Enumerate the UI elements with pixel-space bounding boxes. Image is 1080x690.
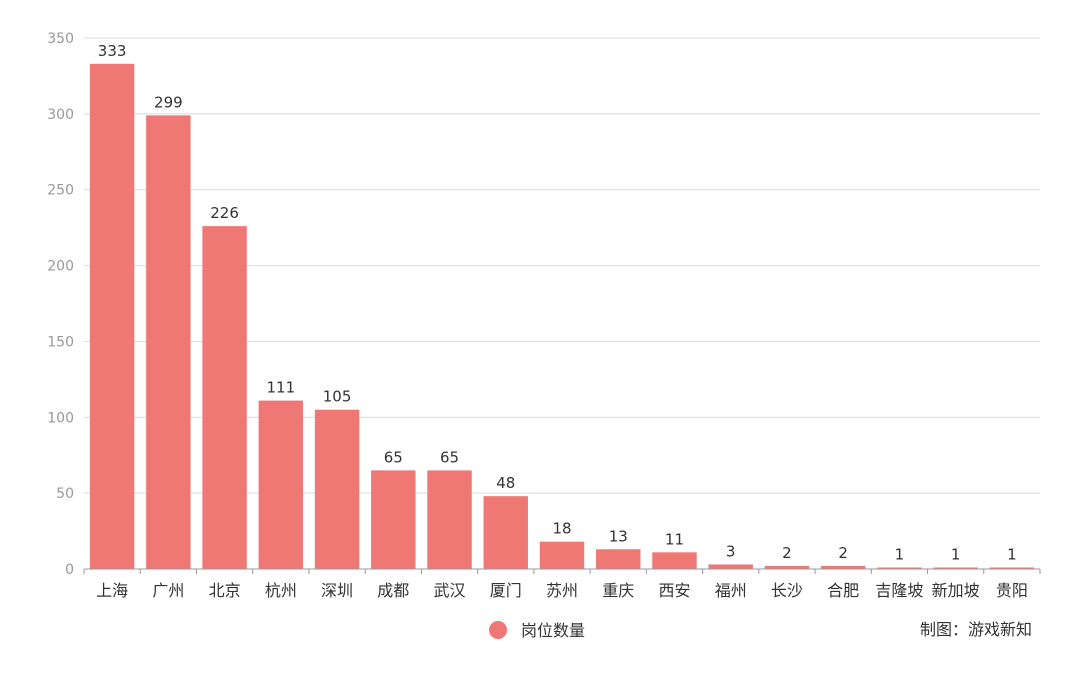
bar[interactable] <box>764 565 810 569</box>
legend-label: 岗位数量 <box>521 621 585 640</box>
chart-credit: 制图：游戏新知 <box>920 620 1032 639</box>
x-tick-label: 西安 <box>658 581 690 600</box>
x-tick-label: 贵阳 <box>996 581 1028 600</box>
data-label: 2 <box>782 544 792 562</box>
x-tick-label: 长沙 <box>771 581 803 600</box>
data-label: 11 <box>665 530 684 548</box>
data-label: 299 <box>154 93 183 111</box>
data-label: 2 <box>838 544 848 562</box>
y-tick-label: 250 <box>47 183 74 199</box>
x-tick-label: 福州 <box>715 581 747 600</box>
bar[interactable] <box>933 567 978 569</box>
bar[interactable] <box>708 564 753 569</box>
data-label: 48 <box>496 474 515 492</box>
bar[interactable] <box>483 496 528 569</box>
bar[interactable] <box>202 226 247 569</box>
x-tick-label: 上海 <box>96 581 128 600</box>
data-label: 65 <box>384 448 403 466</box>
bar[interactable] <box>89 63 135 569</box>
y-tick-label: 350 <box>47 31 74 47</box>
bar[interactable] <box>427 470 472 569</box>
bar[interactable] <box>989 567 1035 569</box>
x-tick-label: 厦门 <box>490 581 522 600</box>
bar[interactable] <box>596 549 641 569</box>
data-label: 3 <box>726 542 736 560</box>
x-tick-label: 广州 <box>152 581 184 600</box>
legend-swatch-icon <box>489 621 507 639</box>
bars <box>89 63 1035 570</box>
bar[interactable] <box>258 400 304 569</box>
data-label: 105 <box>323 388 352 406</box>
data-label: 111 <box>267 379 296 397</box>
x-tick-label: 合肥 <box>827 581 859 600</box>
x-tick-label: 重庆 <box>602 581 634 600</box>
data-label: 226 <box>210 204 239 222</box>
data-label: 1 <box>895 545 905 563</box>
data-label: 65 <box>440 448 459 466</box>
y-tick-label: 0 <box>65 562 74 578</box>
x-tick-label: 武汉 <box>434 581 466 600</box>
x-tick-label: 成都 <box>377 581 409 600</box>
bar[interactable] <box>146 115 191 570</box>
bar[interactable] <box>652 552 697 569</box>
x-tick-label: 吉隆坡 <box>875 581 923 600</box>
bar[interactable] <box>314 409 360 569</box>
y-tick-label: 100 <box>47 410 74 426</box>
data-label: 333 <box>98 42 127 60</box>
x-axis: 上海 广州 北京 杭州 深圳 成都 武汉 厦门 苏州 重庆 西安 福州 长沙 合肥 吉隆坡 新加坡 贵阳 <box>83 568 1041 600</box>
data-label: 1 <box>951 545 961 563</box>
x-tick-label: 苏州 <box>546 581 578 600</box>
y-tick-label: 200 <box>47 259 74 275</box>
bar[interactable] <box>539 541 585 569</box>
data-label: 13 <box>609 527 628 545</box>
y-tick-label: 300 <box>47 107 74 123</box>
bar[interactable] <box>371 470 416 569</box>
bar[interactable] <box>877 567 922 569</box>
x-tick-label: 深圳 <box>321 581 353 600</box>
y-axis-ticks: 0 50 100 150 200 250 300 350 <box>47 31 74 578</box>
x-tick-label: 新加坡 <box>932 581 980 600</box>
y-tick-label: 50 <box>56 486 74 502</box>
bar[interactable] <box>820 565 866 569</box>
data-label: 18 <box>552 520 571 538</box>
legend[interactable]: 岗位数量 <box>489 621 585 640</box>
y-tick-label: 150 <box>47 334 74 350</box>
x-tick-label: 杭州 <box>265 581 297 600</box>
x-tick-label: 北京 <box>209 581 241 600</box>
data-label: 1 <box>1007 545 1017 563</box>
